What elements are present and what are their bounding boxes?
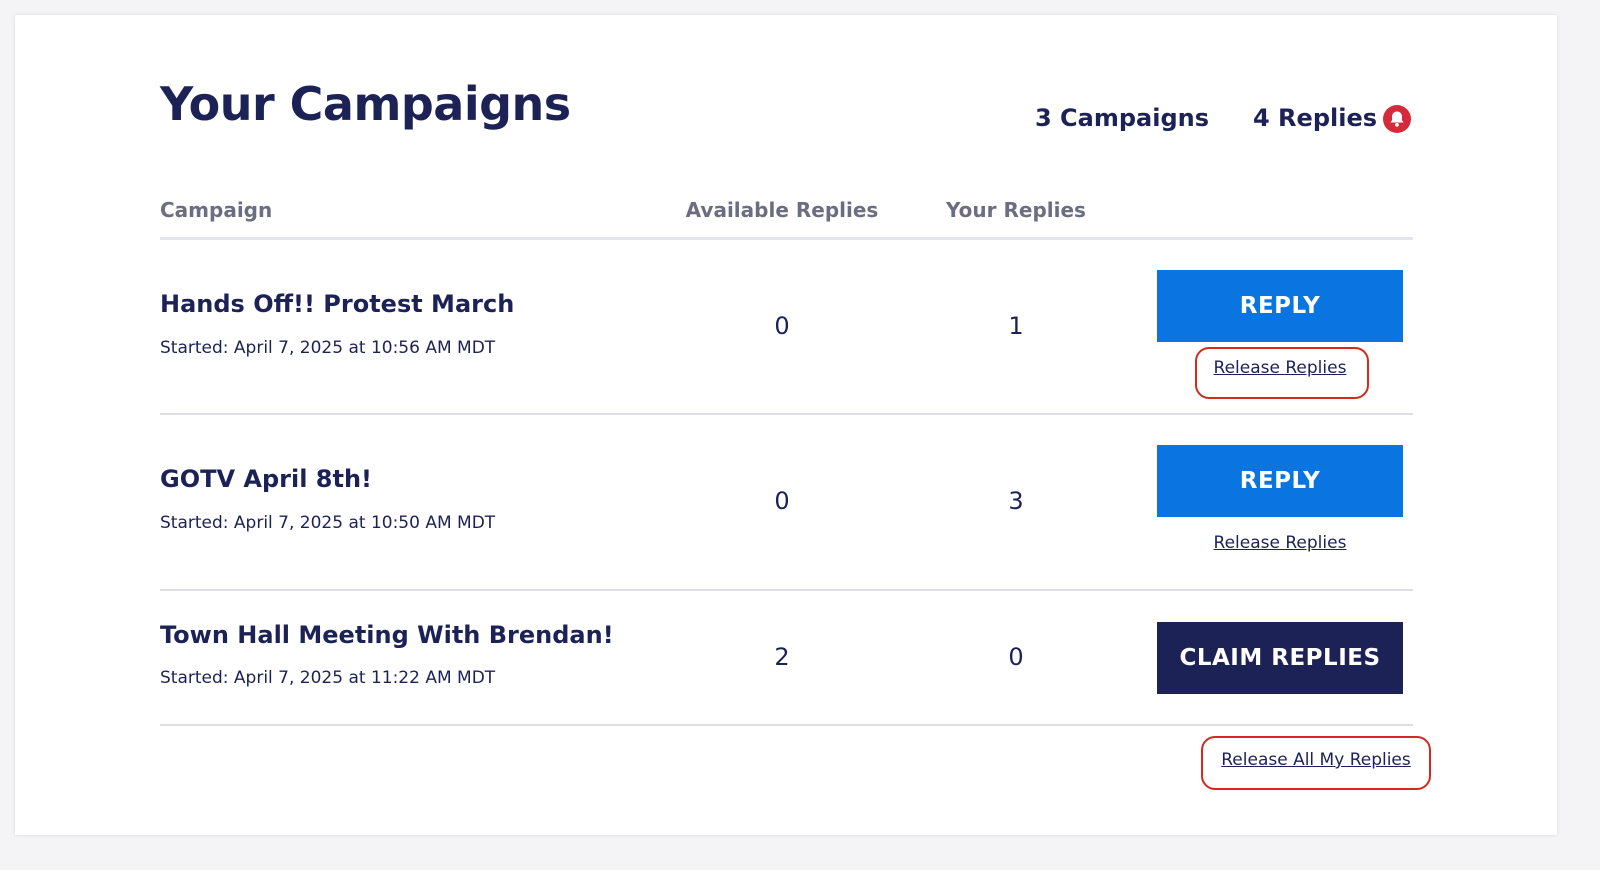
campaign-name: Town Hall Meeting With Brendan! xyxy=(160,621,614,649)
row-divider xyxy=(160,413,1413,415)
claim-replies-button[interactable]: CLAIM REPLIES xyxy=(1157,622,1403,694)
your-replies-value: 0 xyxy=(1008,643,1024,671)
release-replies-link[interactable]: Release Replies xyxy=(1213,533,1347,553)
your-replies-value: 1 xyxy=(1008,312,1024,340)
reply-count: 4 Replies xyxy=(1253,104,1378,132)
available-replies-value: 0 xyxy=(774,312,790,340)
campaign-started: Started: April 7, 2025 at 10:56 AM MDT xyxy=(160,338,496,358)
campaign-started: Started: April 7, 2025 at 11:22 AM MDT xyxy=(160,668,496,688)
campaign-name: GOTV April 8th! xyxy=(160,465,373,493)
available-replies-value: 0 xyxy=(774,487,790,515)
reply-button[interactable]: REPLY xyxy=(1157,270,1403,342)
row-divider xyxy=(160,589,1413,591)
highlight-annotation xyxy=(1201,736,1431,790)
campaigns-card: Your Campaigns 3 Campaigns 4 Replies Cam… xyxy=(15,15,1557,835)
release-all-replies-link[interactable]: Release All My Replies xyxy=(1221,750,1411,770)
reply-button[interactable]: REPLY xyxy=(1157,445,1403,517)
header-divider xyxy=(160,237,1413,240)
page-title: Your Campaigns xyxy=(160,77,571,131)
release-replies-link[interactable]: Release Replies xyxy=(1213,358,1347,378)
campaign-name: Hands Off!! Protest March xyxy=(160,290,515,318)
column-header-your-replies: Your Replies xyxy=(946,198,1086,222)
row-divider xyxy=(160,724,1413,726)
highlight-annotation xyxy=(1195,347,1369,399)
your-replies-value: 3 xyxy=(1008,487,1024,515)
column-header-campaign: Campaign xyxy=(160,198,273,222)
available-replies-value: 2 xyxy=(774,643,790,671)
column-header-available-replies: Available Replies xyxy=(685,198,879,222)
campaign-count: 3 Campaigns xyxy=(1035,104,1210,132)
bell-icon[interactable] xyxy=(1383,105,1411,133)
campaign-started: Started: April 7, 2025 at 10:50 AM MDT xyxy=(160,513,496,533)
